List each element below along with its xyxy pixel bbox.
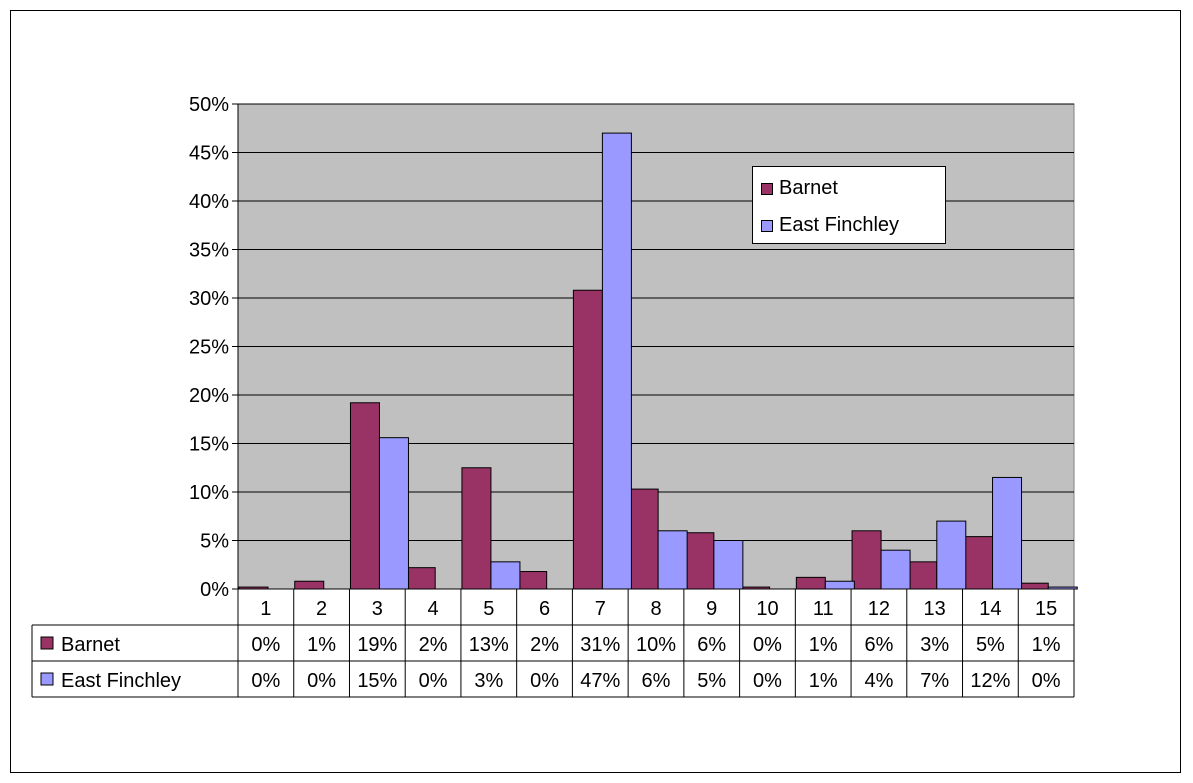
table-value: 12% <box>970 670 1010 692</box>
table-value: 19% <box>357 634 397 656</box>
table-value: 0% <box>753 670 782 692</box>
legend-item-barnet: Barnet <box>761 177 838 200</box>
table-value: 13% <box>469 634 509 656</box>
table-value: 4% <box>864 670 893 692</box>
table-swatch-east-finchley <box>40 672 54 686</box>
x-category-label: 5 <box>483 598 494 620</box>
y-tick-label: 45% <box>189 143 229 165</box>
table-value: 1% <box>1032 634 1061 656</box>
table-value: 10% <box>636 634 676 656</box>
x-category-label: 6 <box>539 598 550 620</box>
table-value: 5% <box>697 670 726 692</box>
y-tick-label: 20% <box>189 385 229 407</box>
table-value: 1% <box>307 634 336 656</box>
bar-barnet <box>628 488 659 590</box>
legend-swatch-east-finchley <box>761 219 773 232</box>
y-tick-label: 30% <box>189 288 229 310</box>
table-series-label: East Finchley <box>61 670 181 692</box>
bar-barnet <box>1018 582 1049 590</box>
bar-barnet <box>294 580 325 590</box>
y-tick-label: 10% <box>189 482 229 504</box>
table-value: 0% <box>753 634 782 656</box>
bar-barnet <box>461 467 492 590</box>
bar-east-finchley <box>992 476 1023 590</box>
bar-east-finchley <box>824 580 855 590</box>
x-category-label: 11 <box>813 598 834 620</box>
bar-barnet <box>517 571 548 590</box>
x-category-label: 15 <box>1035 598 1057 620</box>
x-category-label: 3 <box>372 598 383 620</box>
y-tick-label: 25% <box>189 337 229 359</box>
bar-barnet <box>349 402 380 590</box>
bar-east-finchley <box>880 549 911 590</box>
bar-barnet <box>963 536 994 590</box>
x-category-label: 10 <box>756 598 778 620</box>
legend-label-barnet: Barnet <box>779 177 838 199</box>
bar-east-finchley <box>490 561 521 590</box>
table-value: 6% <box>864 634 893 656</box>
table-value: 47% <box>580 670 620 692</box>
bar-barnet <box>572 289 603 590</box>
table-value: 15% <box>357 670 397 692</box>
chart-frame <box>10 10 1181 773</box>
table-value: 1% <box>809 670 838 692</box>
bar-barnet <box>795 576 826 590</box>
bar-east-finchley <box>601 132 632 590</box>
table-swatch-barnet <box>40 636 54 650</box>
table-value: 3% <box>920 634 949 656</box>
table-value: 0% <box>307 670 336 692</box>
bar-barnet <box>684 532 715 590</box>
x-category-label: 9 <box>706 598 717 620</box>
table-value: 3% <box>474 670 503 692</box>
y-tick-label: 40% <box>189 191 229 213</box>
table-value: 5% <box>976 634 1005 656</box>
x-category-label: 14 <box>979 598 1001 620</box>
bar-east-finchley <box>936 520 967 590</box>
x-category-label: 2 <box>316 598 327 620</box>
table-value: 1% <box>809 634 838 656</box>
x-category-label: 7 <box>595 598 606 620</box>
bar-east-finchley <box>713 540 744 590</box>
y-tick-label: 5% <box>200 531 229 553</box>
legend-swatch-barnet <box>761 182 773 195</box>
legend-label-east-finchley: East Finchley <box>779 214 900 236</box>
x-category-label: 13 <box>924 598 946 620</box>
x-category-label: 4 <box>428 598 439 620</box>
table-value: 2% <box>530 634 559 656</box>
table-value: 7% <box>920 670 949 692</box>
table-value: 0% <box>530 670 559 692</box>
x-category-label: 12 <box>868 598 890 620</box>
table-series-label: Barnet <box>61 634 120 656</box>
table-value: 2% <box>419 634 448 656</box>
table-value: 0% <box>1032 670 1061 692</box>
legend: Barnet East Finchley <box>752 166 946 244</box>
bar-east-finchley <box>378 437 409 590</box>
bar-barnet <box>405 567 436 590</box>
bar-east-finchley <box>657 530 688 590</box>
table-value: 0% <box>251 634 280 656</box>
legend-item-east-finchley: East Finchley <box>761 214 899 237</box>
table-value: 0% <box>419 670 448 692</box>
y-tick-label: 35% <box>189 240 229 262</box>
table-value: 6% <box>697 634 726 656</box>
table-value: 6% <box>642 670 671 692</box>
table-value: 0% <box>251 670 280 692</box>
bar-barnet <box>907 561 938 590</box>
x-category-label: 1 <box>260 598 271 620</box>
y-tick-label: 0% <box>200 579 229 601</box>
y-tick-label: 15% <box>189 434 229 456</box>
y-tick-label: 50% <box>189 94 229 116</box>
table-value: 31% <box>580 634 620 656</box>
x-category-label: 8 <box>650 598 661 620</box>
bar-barnet <box>851 530 882 590</box>
